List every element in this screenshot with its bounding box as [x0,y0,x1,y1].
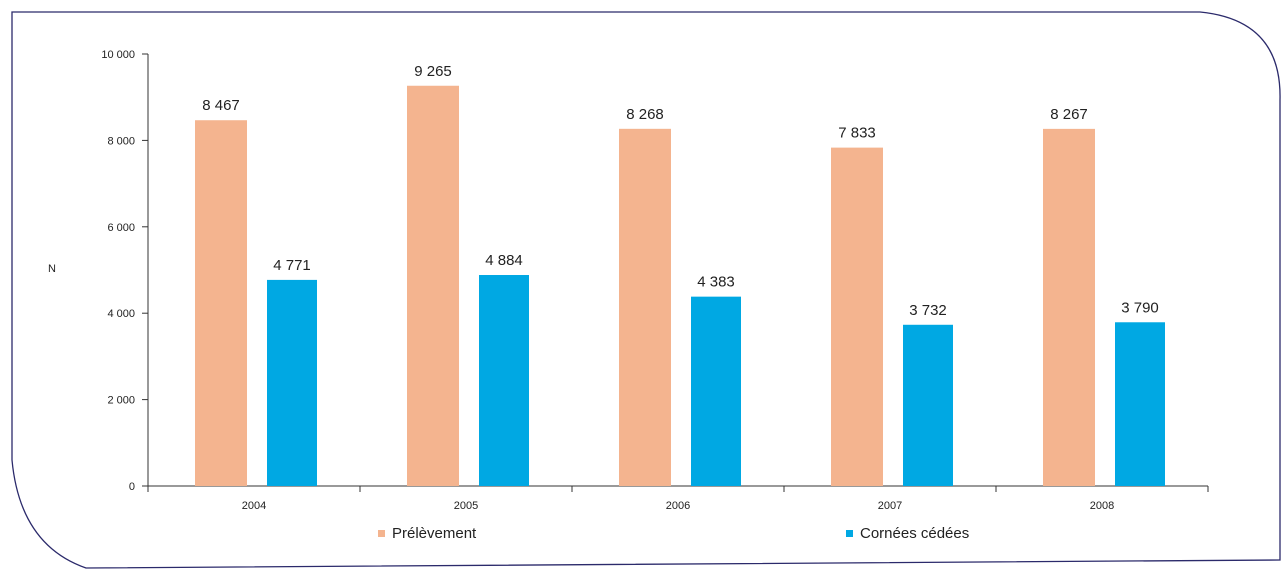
legend-label: Prélèvement [392,525,477,542]
y-axis-label: N [48,263,56,275]
bar-cornees-cedees [1115,322,1165,486]
bar-cornees-cedees [691,296,741,486]
y-tick-label: 2 000 [107,395,135,407]
bar-prelevement [619,128,671,487]
data-label: 4 383 [697,274,735,291]
data-labels: 8 467 9 265 8 268 7 833 8 267 4 771 4 884 4 383… [202,63,1159,319]
data-label: 8 268 [626,106,664,123]
x-tick-label: 2007 [878,500,902,512]
bar-cornees-cedees [903,324,953,486]
legend-label: Cornées cédées [860,525,969,542]
bar-cornees-cedees [267,279,317,486]
bar-prelevement [1043,128,1095,486]
data-label: 7 833 [838,125,876,142]
bar-prelevement [831,147,883,487]
legend-swatch [378,530,385,537]
data-label: 3 732 [909,302,947,319]
bars [195,85,1165,487]
x-tick-label: 2006 [666,500,690,512]
y-tick-label: 4 000 [107,308,135,320]
bar-prelevement [407,85,459,486]
data-label: 8 467 [202,97,240,114]
legend: Prélèvement Cornées cédées [378,525,969,542]
data-label: 4 771 [273,257,311,274]
axes: 0 2 000 4 000 6 000 8 000 10 000 2004 2005 2006 2… [101,49,1209,512]
y-tick-label: 6 000 [107,222,135,234]
y-tick-label: 0 [129,481,135,493]
decorative-frame [11,11,1281,569]
bar-prelevement [195,120,247,487]
data-label: 4 884 [485,252,523,269]
y-tick-label: 8 000 [107,135,135,147]
x-tick-label: 2005 [454,500,478,512]
data-label: 8 267 [1050,106,1088,123]
x-tick-label: 2008 [1090,500,1114,512]
data-label: 9 265 [414,63,452,80]
bar-cornees-cedees [479,275,529,486]
y-tick-label: 10 000 [101,49,135,61]
data-label: 3 790 [1121,299,1159,316]
legend-swatch [846,530,853,537]
x-tick-label: 2004 [242,500,266,512]
